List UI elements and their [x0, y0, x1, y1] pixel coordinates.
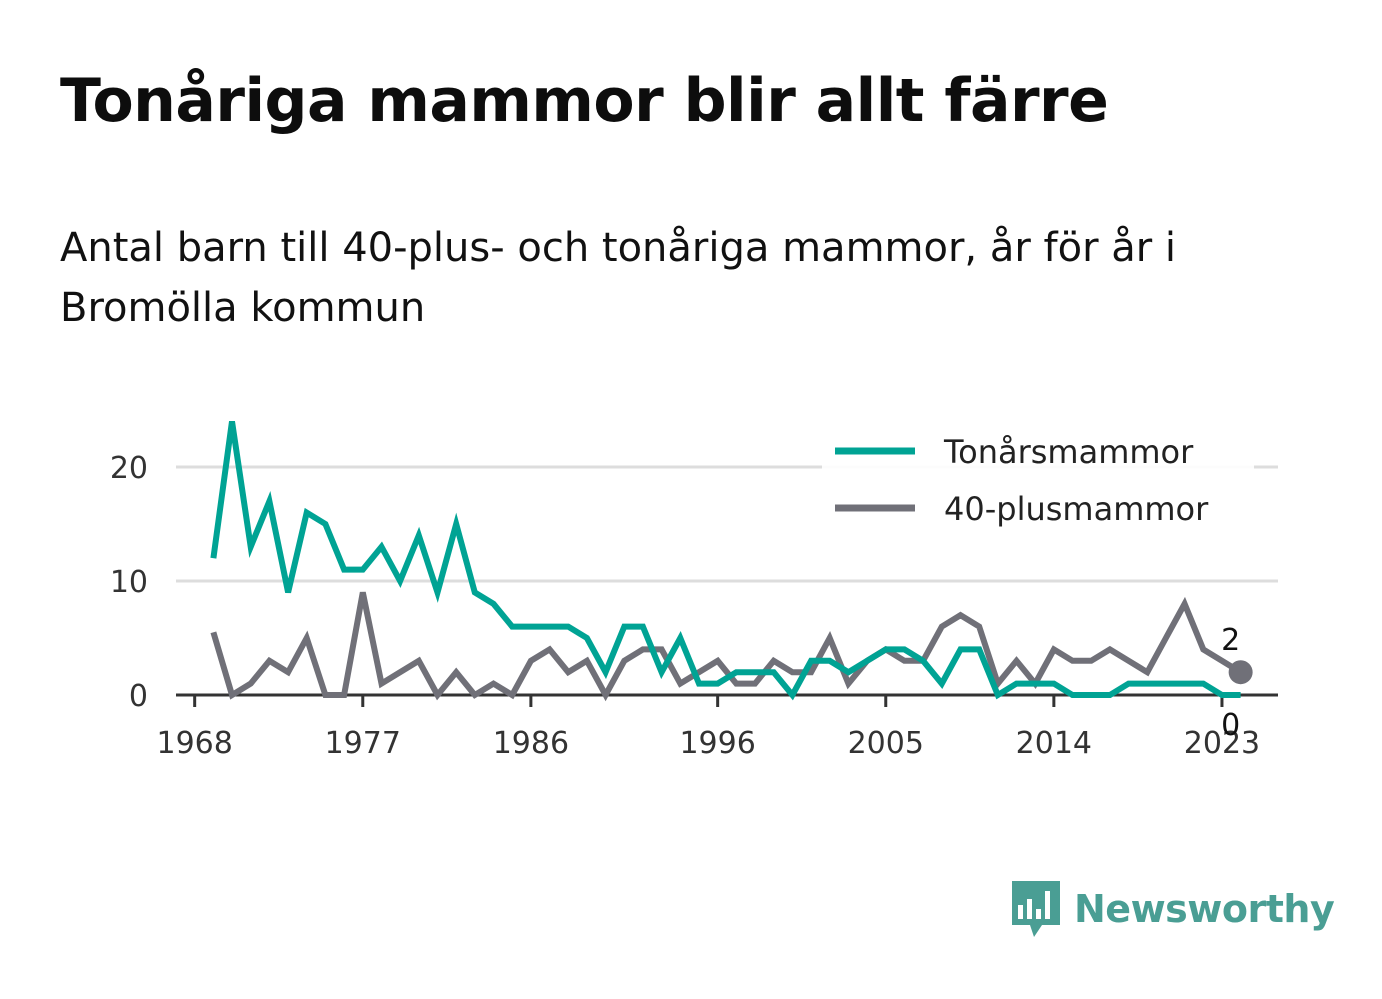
end-point-marker [1228, 660, 1253, 685]
legend-label: 40-plusmammor [944, 490, 1209, 528]
legend-background [822, 428, 1254, 538]
logo-text: Newsworthy [1074, 887, 1335, 931]
legend: Tonårsmammor 40-plusmammor [822, 428, 1254, 538]
x-tick-label: 1968 [156, 726, 232, 761]
end-labels: 20 [1221, 623, 1253, 743]
x-axis-ticks: 1968 1977 1986 1996 2005 2014 2023 [156, 693, 1278, 761]
y-axis-ticks: 0 10 20 [110, 451, 148, 714]
x-tick-label: 2014 [1016, 726, 1092, 761]
chart-subtitle: Antal barn till 40-plus- och tonåriga ma… [60, 225, 1177, 331]
bar-chart-speech-bubble-icon [1012, 881, 1060, 937]
x-tick-label: 1996 [679, 726, 755, 761]
x-tick-label: 1986 [493, 726, 569, 761]
legend-label: Tonårsmammor [943, 433, 1194, 471]
y-tick-label: 0 [129, 679, 148, 714]
y-tick-label: 10 [110, 565, 148, 600]
series-lines [210, 420, 1243, 702]
series-line-tonarsmammor [210, 420, 1241, 701]
end-label-fortyplus: 2 [1221, 623, 1240, 658]
newsworthy-logo: Newsworthy [1010, 878, 1335, 940]
x-tick-label: 1977 [325, 726, 401, 761]
series-line-fortyplusmammor [210, 591, 1243, 702]
end-label-tonars: 0 [1221, 708, 1240, 743]
y-tick-label: 20 [110, 451, 148, 486]
x-tick-label: 2023 [1184, 726, 1260, 761]
x-tick-label: 2005 [848, 726, 924, 761]
chart-title: Tonåriga mammor blir allt färre [60, 66, 1109, 136]
